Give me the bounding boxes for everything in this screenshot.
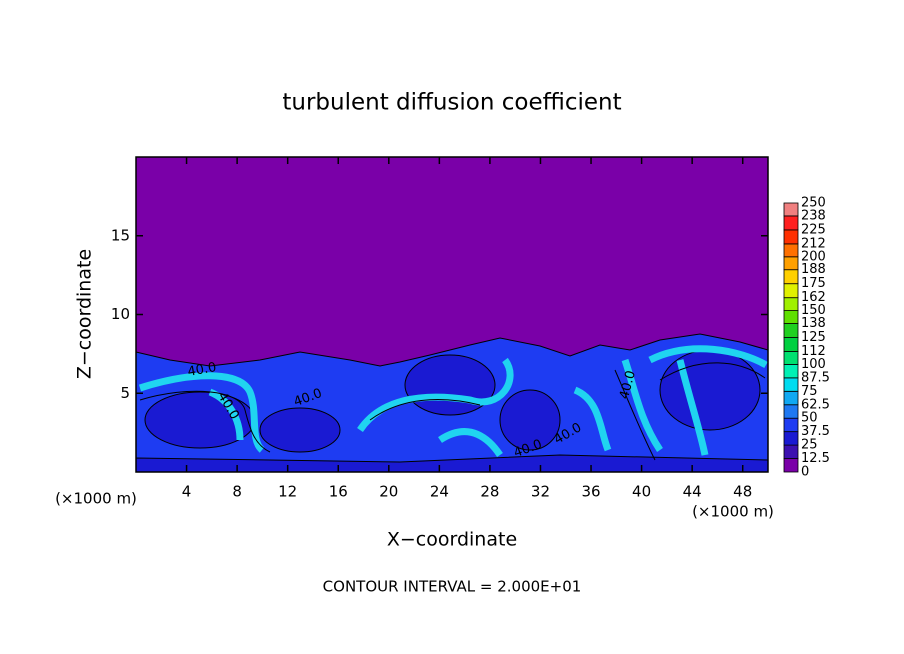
x-tick-label: 48	[733, 483, 752, 501]
contour-label: 40.0	[186, 360, 217, 380]
colorbar-band	[783, 363, 799, 379]
colorbar-band	[783, 215, 799, 231]
colorbar-band	[783, 390, 799, 406]
x-tick-label: 32	[531, 483, 550, 501]
x-axis-label: X−coordinate	[387, 529, 517, 551]
colorbar-band	[783, 404, 799, 419]
colorbar-label: 238	[801, 208, 826, 223]
colorbar-band	[783, 243, 799, 258]
colorbar-label: 212	[801, 236, 826, 251]
colorbar-band	[783, 458, 799, 473]
colorbar-label: 25	[801, 438, 818, 453]
colorbar-band	[783, 417, 799, 433]
y-tick-label: 5	[120, 384, 130, 402]
x-tick-label: 36	[581, 483, 600, 501]
colorbar-band	[783, 310, 799, 324]
x-tick-label: 40	[632, 483, 651, 501]
colorbar-band	[783, 337, 799, 352]
colorbar-label: 175	[801, 276, 826, 291]
colorbar-band	[783, 202, 799, 217]
colorbar-band	[783, 431, 799, 446]
colorbar-label: 50	[801, 411, 818, 426]
colorbar-band	[783, 283, 799, 299]
x-tick-label: 20	[379, 483, 398, 501]
x-unit-label: (×1000 m)	[692, 503, 774, 521]
colorbar-band	[783, 269, 799, 285]
contour-lines	[139, 362, 766, 461]
footer: CONTOUR INTERVAL = 2.000E+01	[323, 578, 582, 596]
x-tick-label: 8	[232, 483, 242, 501]
colorbar-label: 0	[801, 465, 809, 480]
x-tick-label: 24	[430, 483, 449, 501]
colorbar-label: 125	[801, 330, 826, 345]
colorbar-band	[783, 256, 799, 271]
colorbar-band	[783, 377, 799, 392]
inner-regions	[135, 349, 769, 473]
colorbar-label: 188	[801, 262, 826, 277]
colorbar-label: 62.5	[801, 397, 830, 412]
colorbar-label: 87.5	[801, 370, 830, 385]
colorbar-label: 12.5	[801, 451, 830, 466]
colorbar-label: 225	[801, 222, 826, 237]
colorbar-label: 250	[801, 196, 826, 211]
colorbar-band	[783, 323, 799, 338]
x-tick-label: 44	[683, 483, 702, 501]
colorbar-band	[783, 297, 799, 311]
colorbar-label: 162	[801, 290, 826, 305]
colorbar-label: 150	[801, 303, 826, 318]
streaks	[138, 345, 768, 457]
y-tick-label: 10	[111, 305, 130, 323]
colorbar-band	[783, 229, 799, 245]
colorbar-label: 138	[801, 316, 826, 331]
colorbar-label: 100	[801, 357, 826, 372]
colorbar-label: 112	[801, 344, 826, 359]
colorbar-band	[783, 351, 799, 365]
y-tick-label: 15	[111, 226, 130, 244]
contour-label: 40.0	[617, 369, 639, 401]
plot-area	[135, 157, 769, 473]
x-tick-label: 4	[182, 483, 192, 501]
chart-title: turbulent diffusion coefficient	[282, 90, 621, 116]
x-tick-label: 16	[329, 483, 348, 501]
colorbar-label: 37.5	[801, 424, 830, 439]
x-tick-label: 28	[480, 483, 499, 501]
y-axis-label: Z−coordinate	[74, 249, 96, 379]
colorbar-label: 75	[801, 384, 818, 399]
colorbar-band	[783, 444, 799, 459]
colorbar-label: 200	[801, 249, 826, 264]
x-unit-label: (×1000 m)	[55, 490, 137, 508]
x-tick-label: 12	[278, 483, 297, 501]
